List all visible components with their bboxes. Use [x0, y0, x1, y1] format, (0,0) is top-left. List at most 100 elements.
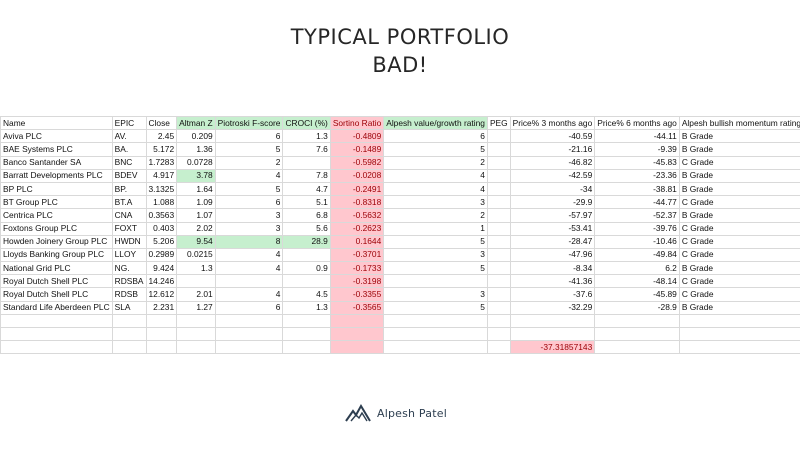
table-cell — [594, 326, 680, 342]
column-header: Alpesh bullish momentum rating — [678, 115, 800, 131]
table-cell — [176, 326, 216, 342]
summary-average-cell: -37.31857143 — [509, 340, 596, 355]
table-cell: -0.3565 — [329, 300, 385, 315]
table-cell: 4 — [214, 261, 284, 276]
table-cell: -34 — [509, 181, 596, 197]
table-cell: B Grade — [678, 300, 800, 315]
table-cell — [282, 274, 331, 289]
table-cell — [486, 287, 511, 302]
table-cell: 1.07 — [176, 208, 216, 223]
table-cell: Aviva PLC — [0, 129, 113, 144]
table-cell: 3.78 — [176, 168, 216, 183]
table-cell: 4 — [214, 247, 284, 263]
table-cell: Royal Dutch Shell PLC — [0, 287, 113, 302]
column-header: Close — [145, 115, 178, 131]
table-cell: HWDN — [111, 234, 147, 249]
table-cell: 3 — [214, 221, 284, 236]
table-cell: 7.6 — [282, 142, 331, 157]
table-cell: 1.3 — [282, 129, 331, 144]
table-cell: Lloyds Banking Group PLC — [0, 247, 113, 263]
table-cell — [214, 340, 284, 355]
table-cell — [282, 313, 331, 329]
table-cell: -8.34 — [509, 261, 596, 276]
table-cell: 1.7283 — [145, 155, 178, 170]
table-cell: -0.1733 — [329, 261, 385, 276]
table-cell: -0.2491 — [329, 181, 385, 197]
table-cell: Barratt Developments PLC — [0, 168, 113, 183]
column-header: Name — [0, 115, 113, 131]
table-cell — [486, 195, 511, 210]
table-cell: 0.9 — [282, 261, 331, 276]
table-cell — [383, 340, 488, 355]
table-cell: 3.1325 — [145, 181, 178, 197]
table-row: BT Group PLC BT.A 1.088 1.09 6 5.1 -0.8318 3 -29… — [0, 195, 800, 210]
table-cell: AV. — [111, 129, 147, 144]
table-cell: -28.47 — [509, 234, 596, 249]
table-cell — [111, 313, 147, 329]
table-cell: 5.1 — [282, 195, 331, 210]
table-row: Howden Joinery Group PLC HWDN 5.206 9.54 8 28… — [0, 234, 800, 249]
table-row: Royal Dutch Shell PLC RDSB 12.612 2.01 4 4.5-… — [0, 287, 800, 302]
table-cell — [486, 313, 511, 329]
table-cell: 14.246 — [145, 274, 178, 289]
table-cell — [486, 300, 511, 315]
table-cell: 3 — [214, 208, 284, 223]
table-cell — [329, 340, 385, 355]
table-cell: 4 — [383, 181, 488, 197]
column-header: EPIC — [111, 115, 147, 131]
table-cell: Foxtons Group PLC — [0, 221, 113, 236]
table-cell: 3 — [383, 287, 488, 302]
table-cell — [145, 340, 178, 355]
table-row: BP PLC BP. 3.1325 1.64 5 4.7 -0.2491 4 -34 -38.81… — [0, 181, 800, 197]
table-cell: 4.5 — [282, 287, 331, 302]
table-cell: C Grade — [678, 155, 800, 170]
table-row: Barratt Developments PLC BDEV 4.917 3.78 4 7.… — [0, 168, 800, 183]
table-cell — [678, 313, 800, 329]
table-cell: -0.3701 — [329, 247, 385, 263]
table-cell: RDSB — [111, 287, 147, 302]
table-cell: C Grade — [678, 195, 800, 210]
table-cell: B Grade — [678, 129, 800, 144]
table-cell: -41.36 — [509, 274, 596, 289]
table-cell: 28.9 — [282, 234, 331, 249]
table-row: Lloyds Banking Group PLC LLOY 0.2989 0.0215… — [0, 247, 800, 263]
table-cell: 0.3563 — [145, 208, 178, 223]
table-cell: 0.209 — [176, 129, 216, 144]
table-cell: B Grade — [678, 261, 800, 276]
table-cell: -39.76 — [594, 221, 680, 236]
table-cell: 0.2989 — [145, 247, 178, 263]
table-cell: 4 — [383, 168, 488, 183]
table-cell: -49.84 — [594, 247, 680, 263]
table-cell: -44.77 — [594, 195, 680, 210]
table-cell — [0, 326, 113, 342]
table-cell: 6 — [214, 300, 284, 315]
table-cell: -40.59 — [509, 129, 596, 144]
table-cell: BT Group PLC — [0, 195, 113, 210]
table-cell — [329, 313, 385, 329]
table-cell: Banco Santander SA — [0, 155, 113, 170]
table-cell: BT.A — [111, 195, 147, 210]
table-cell: 2.45 — [145, 129, 178, 144]
page-subtitle: BAD! — [372, 53, 428, 77]
table-row — [0, 326, 800, 342]
table-cell — [678, 340, 800, 355]
table-cell: 6 — [214, 129, 284, 144]
table-cell — [383, 326, 488, 342]
table-cell: National Grid PLC — [0, 261, 113, 276]
table-cell: 6 — [214, 195, 284, 210]
table-cell: 1.36 — [176, 142, 216, 157]
table-row: -37.31857143 — [0, 340, 800, 355]
brand-logo: Alpesh Patel — [345, 402, 447, 424]
table-cell: 1.088 — [145, 195, 178, 210]
table-cell: LLOY — [111, 247, 147, 263]
table-cell — [282, 326, 331, 342]
table-cell: B Grade — [678, 208, 800, 223]
table-cell: -0.5982 — [329, 155, 385, 170]
table-cell — [486, 168, 511, 183]
table-cell: 5.6 — [282, 221, 331, 236]
table-cell — [486, 181, 511, 197]
table-cell: B Grade — [678, 181, 800, 197]
table-cell — [486, 274, 511, 289]
table-cell: SLA — [111, 300, 147, 315]
table-cell: -45.89 — [594, 287, 680, 302]
